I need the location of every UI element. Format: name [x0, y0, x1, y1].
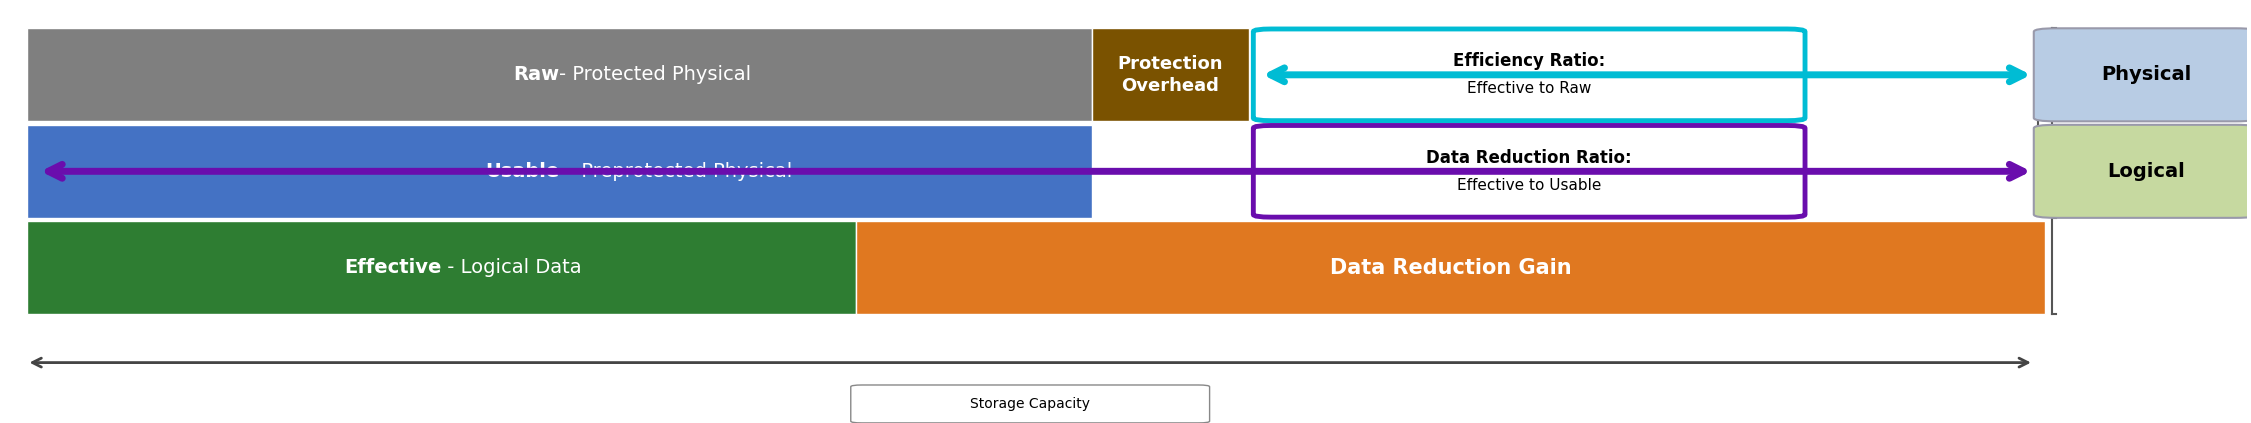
Text: Usable: Usable — [484, 162, 558, 181]
FancyBboxPatch shape — [855, 221, 2044, 314]
Text: – Preprotected Physical: – Preprotected Physical — [558, 162, 792, 181]
Text: Raw: Raw — [513, 65, 558, 84]
FancyBboxPatch shape — [27, 28, 1092, 121]
Text: Effective: Effective — [344, 258, 441, 277]
Text: Physical: Physical — [2100, 65, 2190, 84]
Text: Storage Capacity: Storage Capacity — [970, 397, 1089, 411]
FancyBboxPatch shape — [2035, 28, 2251, 121]
FancyBboxPatch shape — [2035, 125, 2251, 218]
Text: - Logical Data: - Logical Data — [441, 258, 583, 277]
FancyBboxPatch shape — [27, 125, 1092, 218]
Text: Efficiency Ratio:: Efficiency Ratio: — [1454, 52, 1605, 70]
FancyBboxPatch shape — [1092, 28, 1249, 121]
FancyBboxPatch shape — [27, 221, 855, 314]
FancyBboxPatch shape — [1254, 126, 1805, 217]
FancyBboxPatch shape — [1254, 29, 1805, 121]
FancyBboxPatch shape — [851, 385, 1209, 423]
Text: Data Reduction Gain: Data Reduction Gain — [1330, 258, 1571, 278]
Text: Effective to Usable: Effective to Usable — [1456, 178, 1600, 192]
Text: Logical: Logical — [2107, 162, 2186, 181]
Text: Data Reduction Ratio:: Data Reduction Ratio: — [1427, 148, 1632, 167]
Text: Protection
Overhead: Protection Overhead — [1116, 55, 1222, 95]
Text: - Protected Physical: - Protected Physical — [558, 65, 752, 84]
Text: Effective to Raw: Effective to Raw — [1468, 81, 1591, 96]
